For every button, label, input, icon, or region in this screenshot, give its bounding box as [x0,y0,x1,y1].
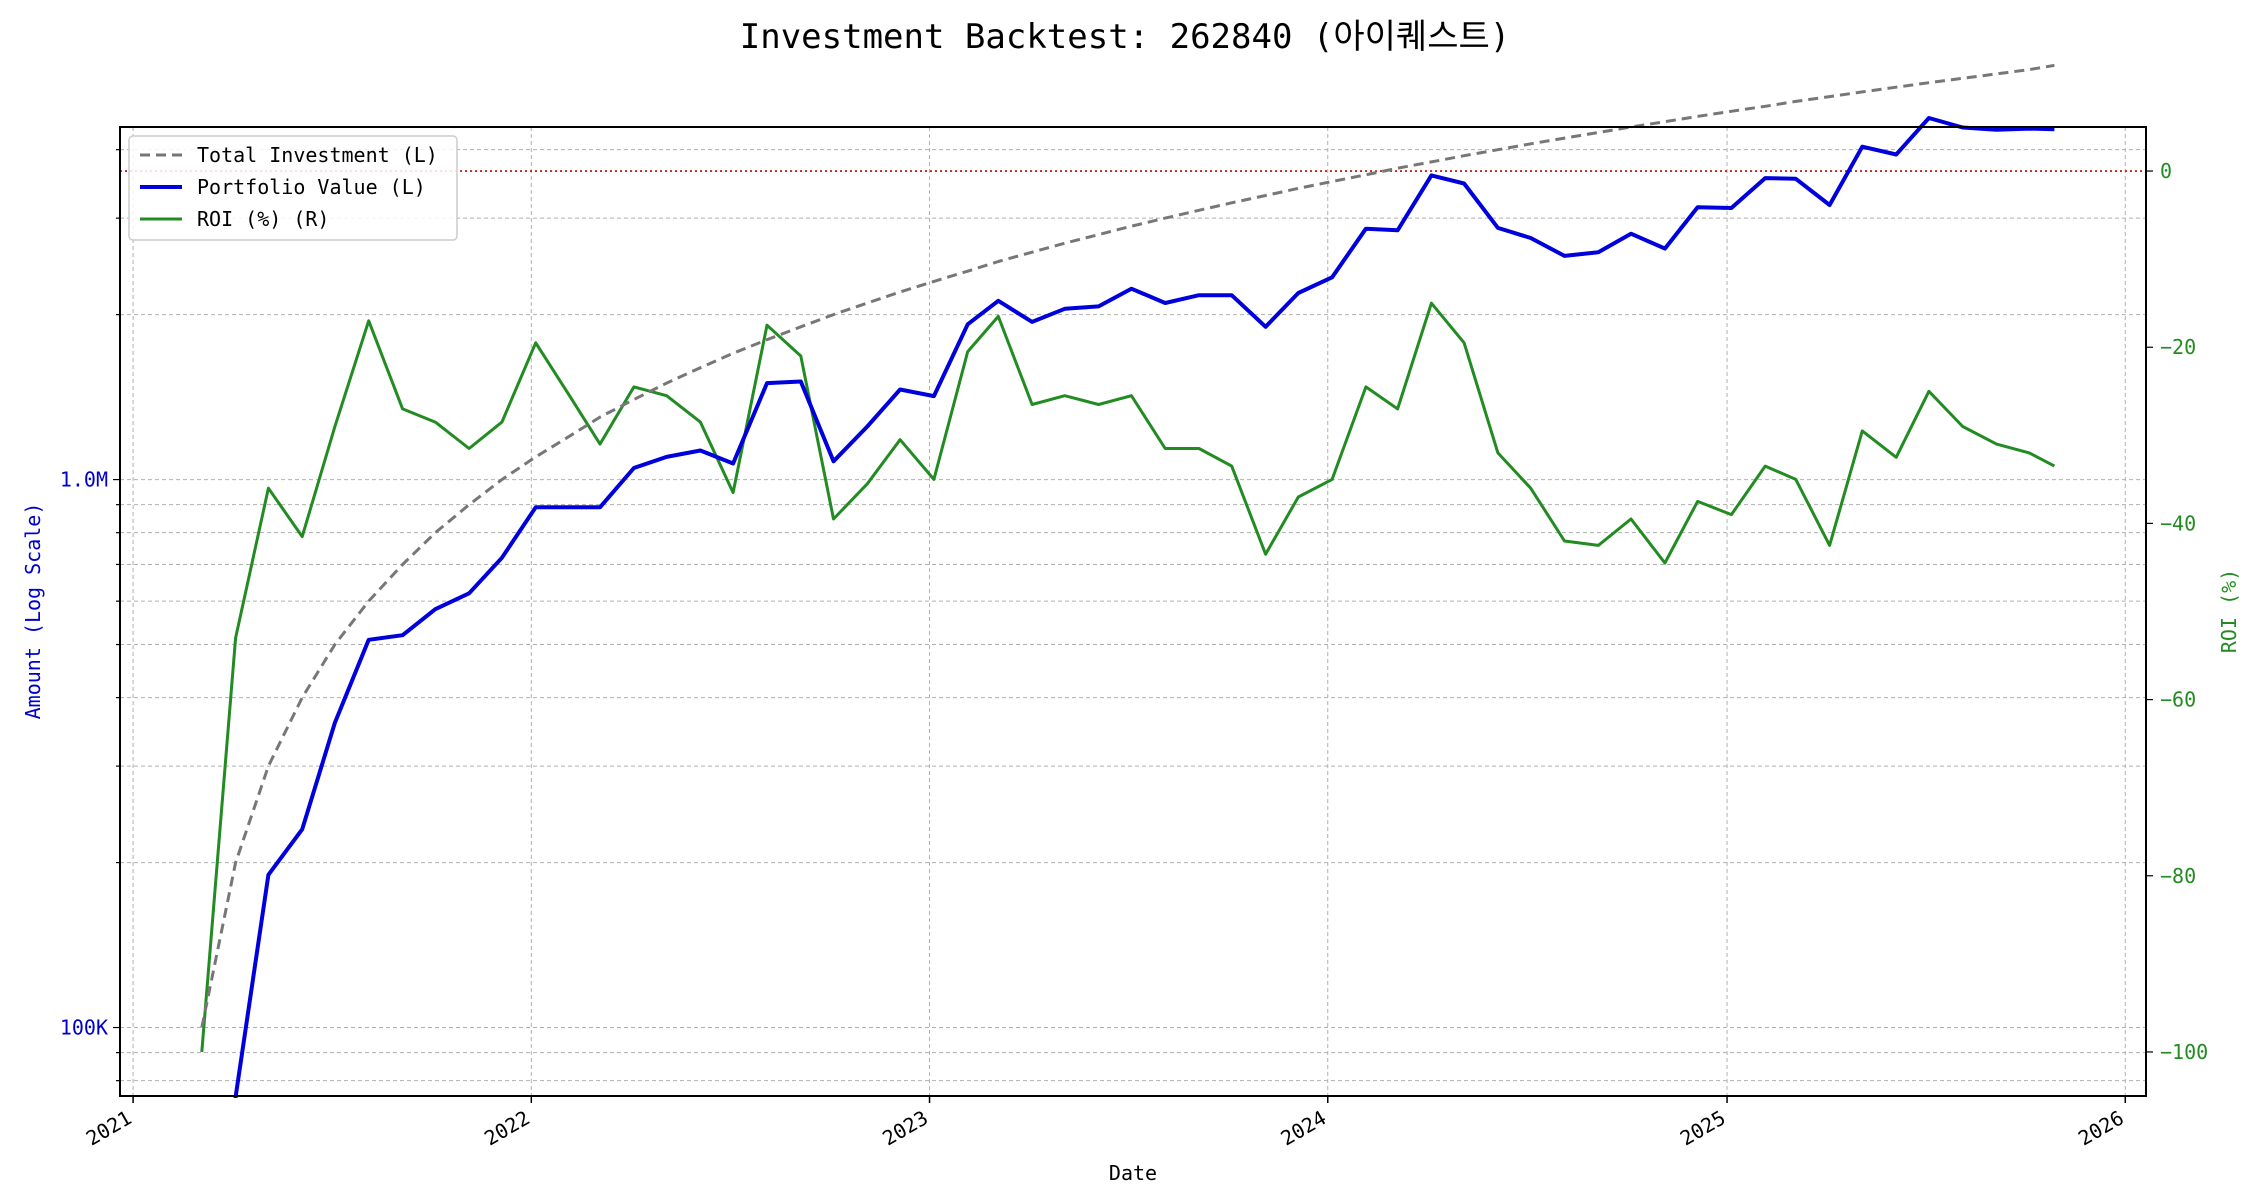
right-y-axis-label: ROI (%) [2217,569,2241,653]
chart-title: Investment Backtest: 262840 (아이퀘스트) [740,17,1511,57]
left-y-axis: 100K 1.0M [60,149,120,1082]
left-y-axis-label: Amount (Log Scale) [21,503,45,720]
x-tick-label: 2026 [2074,1106,2128,1151]
legend: Total Investment (L) Portfolio Value (L)… [128,135,458,241]
series-line-0 [200,63,2055,1028]
plot-frame [119,126,2147,1097]
x-tick-label: 2021 [82,1106,136,1151]
x-tick-label: 2024 [1277,1106,1331,1151]
x-tick-label: 2023 [878,1106,932,1151]
right-tick-label: −60 [2160,688,2196,712]
right-tick-label: 0 [2160,159,2172,183]
right-y-axis: 0 −20 −40 −60 −80 −100 [2146,159,2208,1064]
legend-label-total-investment: Total Investment (L) [197,143,438,167]
x-tick-label: 2025 [1676,1106,1730,1151]
series-layer [200,63,2056,1099]
left-tick-label: 1.0M [60,468,108,492]
left-tick-label: 100K [60,1016,108,1040]
right-tick-label: −100 [2160,1040,2208,1064]
x-axis-label: Date [1109,1161,1157,1185]
legend-label-roi: ROI (%) (R) [197,207,329,231]
x-tick-label: 2022 [480,1106,534,1151]
right-tick-label: −40 [2160,511,2196,535]
series-line-1 [233,116,2055,1099]
x-axis: 2021 2022 2023 2024 2025 2026 [82,1096,2128,1150]
legend-label-portfolio-value: Portfolio Value (L) [197,175,426,199]
right-tick-label: −80 [2160,864,2196,888]
right-tick-label: −20 [2160,335,2196,359]
series-line-2 [200,301,2056,1053]
legend-box [128,135,458,241]
grid [120,127,2146,1096]
